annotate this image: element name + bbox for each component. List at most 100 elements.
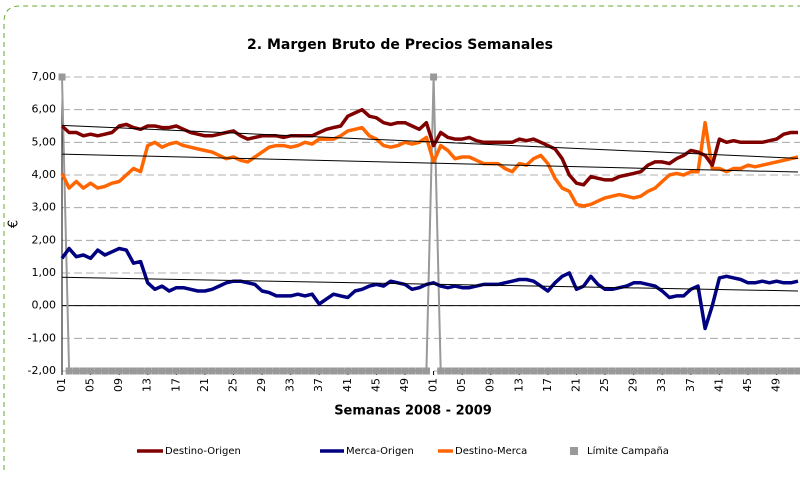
series-marker <box>444 368 451 375</box>
series-marker <box>137 368 144 375</box>
series-marker <box>730 368 737 375</box>
x-tick-label: 41 <box>712 378 725 392</box>
series-marker <box>480 368 487 375</box>
series-marker <box>130 368 137 375</box>
series-marker <box>66 368 73 375</box>
series-marker <box>216 368 223 375</box>
series-marker <box>630 368 637 375</box>
series-marker <box>430 74 437 81</box>
series-marker <box>101 368 108 375</box>
series-marker <box>752 368 759 375</box>
x-tick-label: 37 <box>312 378 325 392</box>
series-marker <box>573 368 580 375</box>
x-tick-label: 25 <box>598 378 611 392</box>
series-marker <box>509 368 516 375</box>
legend-label: Destino-Origen <box>165 446 241 457</box>
series-marker <box>559 368 566 375</box>
series-marker <box>244 368 251 375</box>
series-marker <box>680 368 687 375</box>
series-marker <box>594 368 601 375</box>
series-marker <box>780 368 787 375</box>
x-axis-title: Semanas 2008 - 2009 <box>334 404 492 419</box>
series-marker <box>787 368 794 375</box>
series-marker <box>194 368 201 375</box>
frame <box>4 6 800 470</box>
series-marker <box>766 368 773 375</box>
series-marker <box>530 368 537 375</box>
series-marker <box>280 368 287 375</box>
series-marker <box>795 368 800 375</box>
series-marker <box>416 368 423 375</box>
series-line <box>62 77 798 371</box>
series-marker <box>366 368 373 375</box>
series-marker <box>687 368 694 375</box>
x-tick-label: 01 <box>55 378 68 392</box>
series-marker <box>523 368 530 375</box>
series-marker <box>80 368 87 375</box>
series-marker <box>702 368 709 375</box>
y-tick-label: 1,00 <box>32 266 57 279</box>
y-tick-label: 7,00 <box>32 70 57 83</box>
y-tick-label: 3,00 <box>32 201 57 214</box>
series-marker <box>737 368 744 375</box>
series-marker <box>394 368 401 375</box>
series-marker <box>659 368 666 375</box>
series-marker <box>59 74 66 81</box>
x-tick-label: 21 <box>198 378 211 392</box>
x-tick-label: 33 <box>655 378 668 392</box>
series-marker <box>387 368 394 375</box>
y-tick-label: -1,00 <box>28 331 56 344</box>
y-axis-title: € <box>7 220 22 228</box>
x-tick-label: 09 <box>112 378 125 392</box>
y-tick-label: -2,00 <box>28 364 56 377</box>
legend-swatch <box>570 447 578 455</box>
series-marker <box>230 368 237 375</box>
series-marker <box>723 368 730 375</box>
trendline <box>62 154 798 172</box>
series-marker <box>287 368 294 375</box>
series-marker <box>309 368 316 375</box>
x-tick-label: 45 <box>741 378 754 392</box>
series-marker <box>144 368 151 375</box>
x-tick-label: 01 <box>427 378 440 392</box>
series-marker <box>209 368 216 375</box>
x-tick-label: 09 <box>484 378 497 392</box>
series-marker <box>716 368 723 375</box>
series-marker <box>201 368 208 375</box>
x-tick-label: 21 <box>569 378 582 392</box>
series-marker <box>616 368 623 375</box>
series-marker <box>644 368 651 375</box>
series-marker <box>409 368 416 375</box>
series-marker <box>516 368 523 375</box>
series-marker <box>173 368 180 375</box>
x-tick-label: 49 <box>398 378 411 392</box>
series-marker <box>566 368 573 375</box>
series-marker <box>552 368 559 375</box>
series-marker <box>351 368 358 375</box>
series-marker <box>437 368 444 375</box>
series-marker <box>166 368 173 375</box>
legend-label: Destino-Merca <box>455 446 527 457</box>
series-marker <box>251 368 258 375</box>
series-marker <box>452 368 459 375</box>
y-tick-label: 5,00 <box>32 135 57 148</box>
series-marker <box>652 368 659 375</box>
x-tick-label: 49 <box>770 378 783 392</box>
series-marker <box>544 368 551 375</box>
x-tick-label: 29 <box>627 378 640 392</box>
chart-title: 2. Margen Bruto de Precios Semanales <box>247 37 553 53</box>
x-tick-label: 17 <box>169 378 182 392</box>
x-tick-label: 37 <box>684 378 697 392</box>
series-marker <box>94 368 101 375</box>
series-marker <box>709 368 716 375</box>
series-marker <box>273 368 280 375</box>
series-marker <box>344 368 351 375</box>
series-marker <box>744 368 751 375</box>
series-marker <box>337 368 344 375</box>
x-tick-label: 41 <box>341 378 354 392</box>
series-marker <box>537 368 544 375</box>
x-tick-label: 17 <box>541 378 554 392</box>
series-marker <box>237 368 244 375</box>
series-marker <box>316 368 323 375</box>
